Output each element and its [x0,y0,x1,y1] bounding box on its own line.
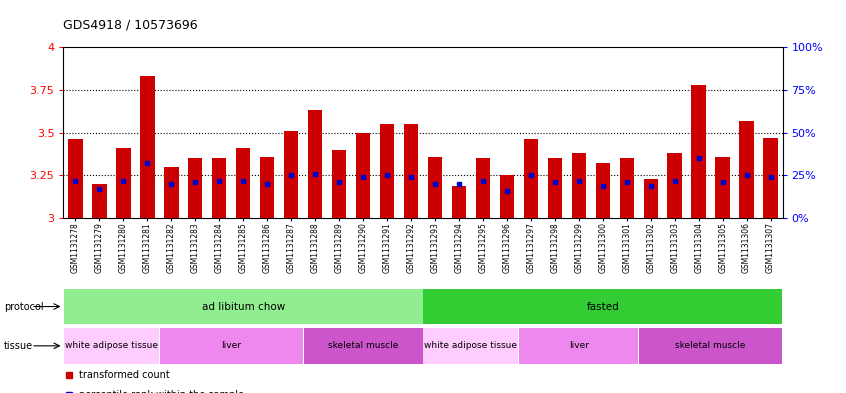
Bar [519,328,638,364]
Bar [260,156,274,218]
Bar [212,158,227,218]
Bar [596,163,610,218]
Text: percentile rank within the sample: percentile rank within the sample [80,390,244,393]
Bar [428,156,442,218]
Bar [64,289,422,324]
Bar [452,185,466,218]
Bar [356,133,371,218]
Bar [236,148,250,218]
Bar [140,76,155,218]
Text: skeletal muscle: skeletal muscle [328,342,398,350]
Bar [667,153,682,218]
Text: transformed count: transformed count [80,370,170,380]
Text: white adipose tissue: white adipose tissue [65,342,158,350]
Bar [716,156,730,218]
Bar [116,148,130,218]
Bar [69,140,83,218]
Bar [763,138,777,218]
Text: liver: liver [222,342,241,350]
Bar [284,131,299,218]
Bar [739,121,754,218]
Bar [572,153,586,218]
Text: white adipose tissue: white adipose tissue [425,342,518,350]
Bar [619,158,634,218]
Text: protocol: protocol [4,301,44,312]
Bar [640,328,782,364]
Bar [64,328,159,364]
Bar [304,328,422,364]
Bar [500,175,514,218]
Text: skeletal muscle: skeletal muscle [675,342,746,350]
Bar [547,158,562,218]
Text: tissue: tissue [4,341,33,351]
Bar [644,179,658,218]
Bar [380,124,394,218]
Bar [332,150,346,218]
Bar [524,140,538,218]
Bar [164,167,179,218]
Text: liver: liver [569,342,589,350]
Bar [691,85,706,218]
Bar [424,328,519,364]
Bar [475,158,490,218]
Text: GDS4918 / 10573696: GDS4918 / 10573696 [63,18,198,31]
Bar [404,124,418,218]
Bar [188,158,202,218]
Bar [308,110,322,218]
Text: ad libitum chow: ad libitum chow [201,301,285,312]
Bar [92,184,107,218]
Text: fasted: fasted [586,301,619,312]
Bar [160,328,303,364]
Bar [424,289,782,324]
